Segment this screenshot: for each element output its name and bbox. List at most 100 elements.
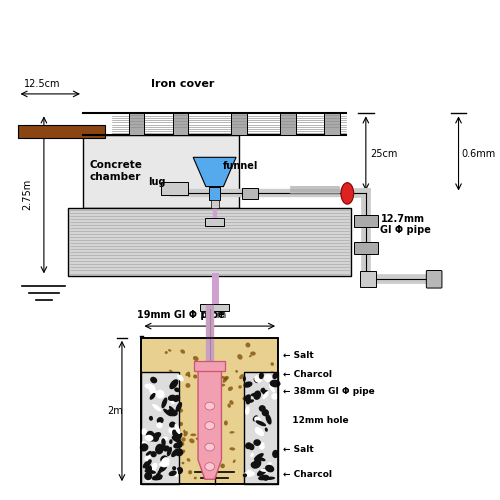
Ellipse shape	[248, 468, 250, 473]
Ellipse shape	[265, 428, 268, 432]
Ellipse shape	[250, 392, 261, 396]
Ellipse shape	[205, 443, 214, 451]
Polygon shape	[193, 158, 236, 186]
FancyBboxPatch shape	[360, 272, 376, 287]
Ellipse shape	[248, 471, 254, 474]
Ellipse shape	[169, 422, 175, 428]
Ellipse shape	[250, 462, 258, 468]
Ellipse shape	[248, 392, 252, 396]
Ellipse shape	[166, 434, 170, 437]
Ellipse shape	[266, 414, 272, 424]
Ellipse shape	[268, 412, 273, 418]
Ellipse shape	[232, 460, 235, 463]
Ellipse shape	[199, 409, 203, 413]
Ellipse shape	[270, 371, 274, 376]
Ellipse shape	[146, 451, 152, 456]
Ellipse shape	[258, 405, 266, 412]
Ellipse shape	[146, 452, 152, 460]
Ellipse shape	[149, 386, 156, 396]
Ellipse shape	[218, 384, 225, 386]
Ellipse shape	[264, 374, 268, 377]
Ellipse shape	[176, 402, 182, 412]
Ellipse shape	[176, 467, 183, 474]
FancyBboxPatch shape	[172, 114, 188, 135]
Ellipse shape	[146, 435, 155, 442]
Ellipse shape	[164, 478, 166, 482]
FancyBboxPatch shape	[142, 372, 178, 484]
Ellipse shape	[270, 380, 280, 388]
FancyBboxPatch shape	[142, 338, 278, 484]
Ellipse shape	[269, 400, 272, 402]
Ellipse shape	[242, 474, 247, 478]
Ellipse shape	[238, 385, 242, 388]
Ellipse shape	[168, 394, 176, 401]
Ellipse shape	[250, 453, 254, 458]
Ellipse shape	[158, 469, 162, 474]
Ellipse shape	[260, 442, 264, 446]
Text: funnel: funnel	[222, 161, 258, 171]
Ellipse shape	[173, 395, 180, 402]
Ellipse shape	[238, 354, 242, 360]
Ellipse shape	[242, 396, 246, 400]
Ellipse shape	[217, 378, 220, 384]
FancyBboxPatch shape	[129, 114, 144, 135]
Ellipse shape	[177, 374, 184, 382]
Ellipse shape	[144, 384, 155, 390]
Ellipse shape	[272, 450, 279, 458]
Ellipse shape	[268, 375, 271, 378]
Ellipse shape	[250, 454, 254, 457]
Ellipse shape	[249, 392, 252, 396]
FancyBboxPatch shape	[280, 114, 295, 135]
Ellipse shape	[243, 376, 246, 382]
Polygon shape	[198, 369, 222, 480]
Ellipse shape	[272, 393, 278, 400]
Ellipse shape	[224, 420, 228, 426]
Ellipse shape	[179, 408, 183, 412]
Ellipse shape	[188, 374, 190, 378]
Ellipse shape	[163, 408, 172, 416]
Ellipse shape	[184, 431, 188, 436]
Ellipse shape	[186, 383, 190, 388]
Ellipse shape	[193, 374, 197, 378]
Ellipse shape	[239, 374, 244, 379]
Ellipse shape	[186, 372, 190, 376]
FancyBboxPatch shape	[161, 182, 188, 196]
Ellipse shape	[213, 395, 218, 401]
Ellipse shape	[259, 444, 265, 450]
Text: ← 38mm GI Φ pipe: ← 38mm GI Φ pipe	[283, 387, 374, 396]
Ellipse shape	[196, 438, 200, 440]
FancyBboxPatch shape	[354, 215, 378, 226]
FancyBboxPatch shape	[210, 200, 218, 208]
FancyBboxPatch shape	[324, 114, 340, 135]
Ellipse shape	[262, 386, 266, 390]
Ellipse shape	[158, 456, 160, 460]
Ellipse shape	[156, 444, 166, 450]
Ellipse shape	[243, 471, 255, 477]
Ellipse shape	[180, 350, 185, 354]
Ellipse shape	[260, 388, 265, 392]
Ellipse shape	[220, 376, 224, 378]
Ellipse shape	[175, 448, 184, 456]
Ellipse shape	[270, 383, 274, 388]
Ellipse shape	[254, 375, 262, 382]
Ellipse shape	[162, 398, 168, 408]
Ellipse shape	[270, 454, 274, 458]
Ellipse shape	[144, 470, 156, 474]
Ellipse shape	[254, 439, 261, 446]
Ellipse shape	[156, 417, 164, 424]
Ellipse shape	[167, 447, 172, 456]
Ellipse shape	[266, 462, 272, 468]
Text: ← Charcol: ← Charcol	[283, 370, 332, 380]
Ellipse shape	[173, 372, 179, 375]
Ellipse shape	[141, 441, 148, 450]
Ellipse shape	[161, 438, 166, 446]
Ellipse shape	[244, 394, 251, 401]
Ellipse shape	[180, 442, 184, 446]
Text: 12.5cm: 12.5cm	[24, 79, 61, 89]
Ellipse shape	[170, 444, 175, 448]
Ellipse shape	[140, 428, 147, 435]
Ellipse shape	[148, 465, 152, 473]
Ellipse shape	[163, 446, 170, 452]
Ellipse shape	[152, 474, 163, 480]
Text: 0.6mm: 0.6mm	[462, 150, 496, 160]
